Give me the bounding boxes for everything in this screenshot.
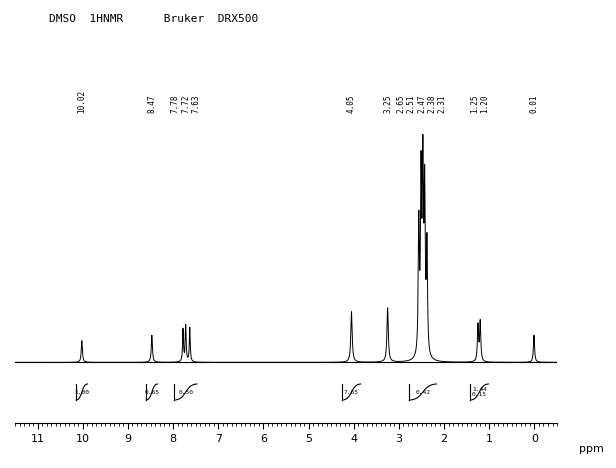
Text: 2.65
2.51
2.47
2.38
2.31: 2.65 2.51 2.47 2.38 2.31 (396, 95, 447, 113)
Text: 1.44
0.15: 1.44 0.15 (472, 387, 487, 397)
Text: ppm: ppm (578, 444, 604, 454)
Text: 1.25
1.20: 1.25 1.20 (469, 95, 489, 113)
Text: 1.00: 1.00 (75, 389, 89, 395)
Text: DMSO  1HNMR      Bruker  DRX500: DMSO 1HNMR Bruker DRX500 (49, 14, 259, 24)
Text: 0.50: 0.50 (178, 389, 193, 395)
Text: 0.01: 0.01 (530, 95, 538, 113)
Text: 3.25: 3.25 (383, 95, 392, 113)
Text: 7.65: 7.65 (344, 389, 359, 395)
Text: 0.65: 0.65 (144, 389, 160, 395)
Text: 4.05: 4.05 (347, 95, 356, 113)
Text: 10.02: 10.02 (78, 90, 86, 113)
Text: 7.78
7.72
7.63: 7.78 7.72 7.63 (171, 95, 201, 113)
Text: 0.42: 0.42 (415, 389, 431, 395)
Text: 8.47: 8.47 (147, 95, 156, 113)
